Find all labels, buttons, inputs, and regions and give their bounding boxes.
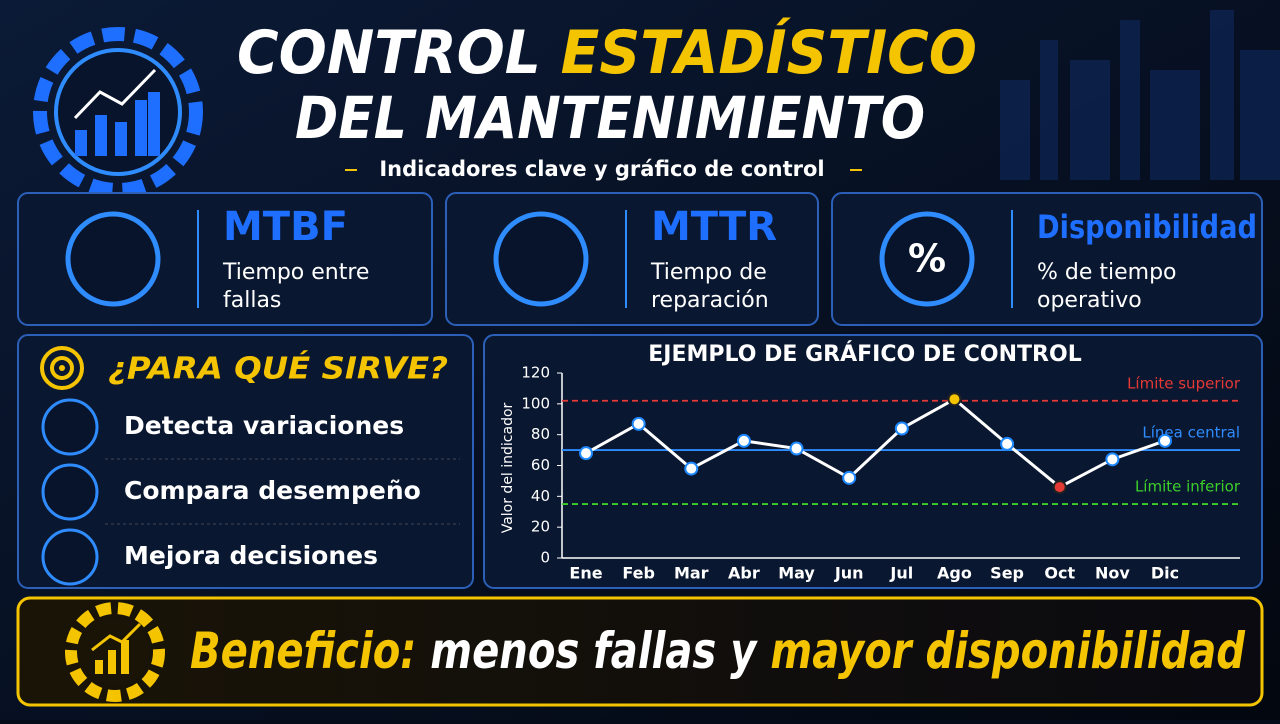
gear-logo: [33, 27, 203, 197]
cards: MTBF Tiempo entre fallas MTTR Tiempo de repar…: [17, 192, 1263, 326]
x-tick-label: Mar: [674, 564, 709, 583]
data-point: [1000, 436, 1015, 451]
banner: [16, 596, 1264, 707]
purpose-title: ¿PARA QUÉ SIRVE?: [108, 351, 448, 387]
subtitle: Indicadores clave y gráfico de control: [379, 157, 824, 181]
data-point: [789, 441, 804, 456]
title-part: CONTROL: [237, 18, 561, 88]
banner-text: Beneficio: menos fallas y mayor disponib…: [190, 622, 1246, 680]
y-tick-label: 60: [531, 456, 550, 474]
purpose-panel: [17, 334, 474, 589]
data-point: [631, 416, 646, 431]
card-desc: operativo: [1037, 288, 1142, 313]
data-point: [1105, 452, 1120, 467]
chart: EJEMPLO DE GRÁFICO DE CONTROL Valor del i…: [500, 341, 1241, 583]
y-tick-label: 120: [521, 364, 550, 382]
card-desc: fallas: [223, 288, 281, 313]
data-line: [585, 397, 1166, 489]
x-tick-label: Dic: [1151, 564, 1179, 583]
y-tick-label: 0: [540, 549, 550, 567]
card-icon: [879, 211, 975, 307]
control-limit-label: Límite superior: [1127, 374, 1241, 392]
purpose-icon: [41, 528, 99, 586]
card-desc: % de tiempo: [1037, 260, 1177, 285]
card-desc: Tiempo entre: [222, 260, 369, 285]
purpose-icon: [41, 463, 99, 521]
control-limit-label: Línea central: [1142, 424, 1240, 442]
data-point: [684, 461, 699, 476]
card-title: MTBF: [223, 204, 348, 250]
banner-part: Beneficio:: [190, 622, 430, 680]
card-icon: [493, 211, 589, 307]
data-point: [1158, 433, 1172, 448]
purpose-icon: [41, 398, 99, 456]
data-point: [947, 392, 962, 407]
chart-title: EJEMPLO DE GRÁFICO DE CONTROL: [648, 341, 1081, 367]
data-point: [1052, 480, 1067, 495]
data-point: [894, 421, 909, 436]
card-desc: reparación: [651, 288, 769, 313]
data-point: [579, 446, 593, 461]
card-icon: [65, 211, 161, 307]
card-title: MTTR: [651, 204, 777, 250]
banner-gear: [65, 602, 165, 702]
x-tick-label: Oct: [1044, 564, 1075, 583]
purpose-item: Mejora decisiones: [124, 541, 378, 570]
title-line1: CONTROL ESTADÍSTICO: [237, 16, 977, 88]
x-tick-label: Abr: [728, 564, 760, 583]
card-icon-text: %: [908, 237, 946, 281]
y-tick-label: 100: [521, 394, 550, 412]
x-tick-label: Sep: [990, 564, 1024, 583]
x-tick-label: Feb: [622, 564, 655, 583]
purpose-item: Compara desempeño: [124, 476, 421, 505]
card-title: Disponibilidad: [1037, 208, 1257, 246]
x-tick-label: Ene: [569, 564, 602, 583]
control-limit-label: Límite inferior: [1135, 478, 1241, 496]
banner-part: mayor disponibilidad: [770, 622, 1246, 680]
banner-part: menos fallas y: [430, 622, 770, 680]
y-tick-label: 20: [531, 518, 550, 536]
factory-skyline: [1000, 10, 1280, 180]
target-icon: [40, 346, 84, 390]
x-tick-label: Ago: [937, 564, 972, 583]
card-desc: Tiempo de: [650, 260, 767, 285]
x-tick-label: Jun: [834, 564, 864, 583]
x-tick-label: May: [778, 564, 815, 583]
title-line2: DEL MANTENIMIENTO: [295, 84, 925, 152]
x-tick-label: Jul: [889, 564, 913, 583]
x-tick-label: Nov: [1095, 564, 1130, 583]
purpose-item: Detecta variaciones: [124, 411, 404, 440]
y-tick-label: 40: [531, 487, 550, 505]
y-tick-label: 80: [531, 425, 550, 443]
y-axis-label: Valor del indicador: [500, 402, 516, 533]
chart-panel: [483, 334, 1263, 589]
data-point: [736, 433, 751, 448]
purpose-list: Detecta variaciones Compara desempeño Mejo…: [41, 398, 460, 586]
data-point: [842, 470, 857, 485]
title-part: ESTADÍSTICO: [561, 16, 977, 88]
